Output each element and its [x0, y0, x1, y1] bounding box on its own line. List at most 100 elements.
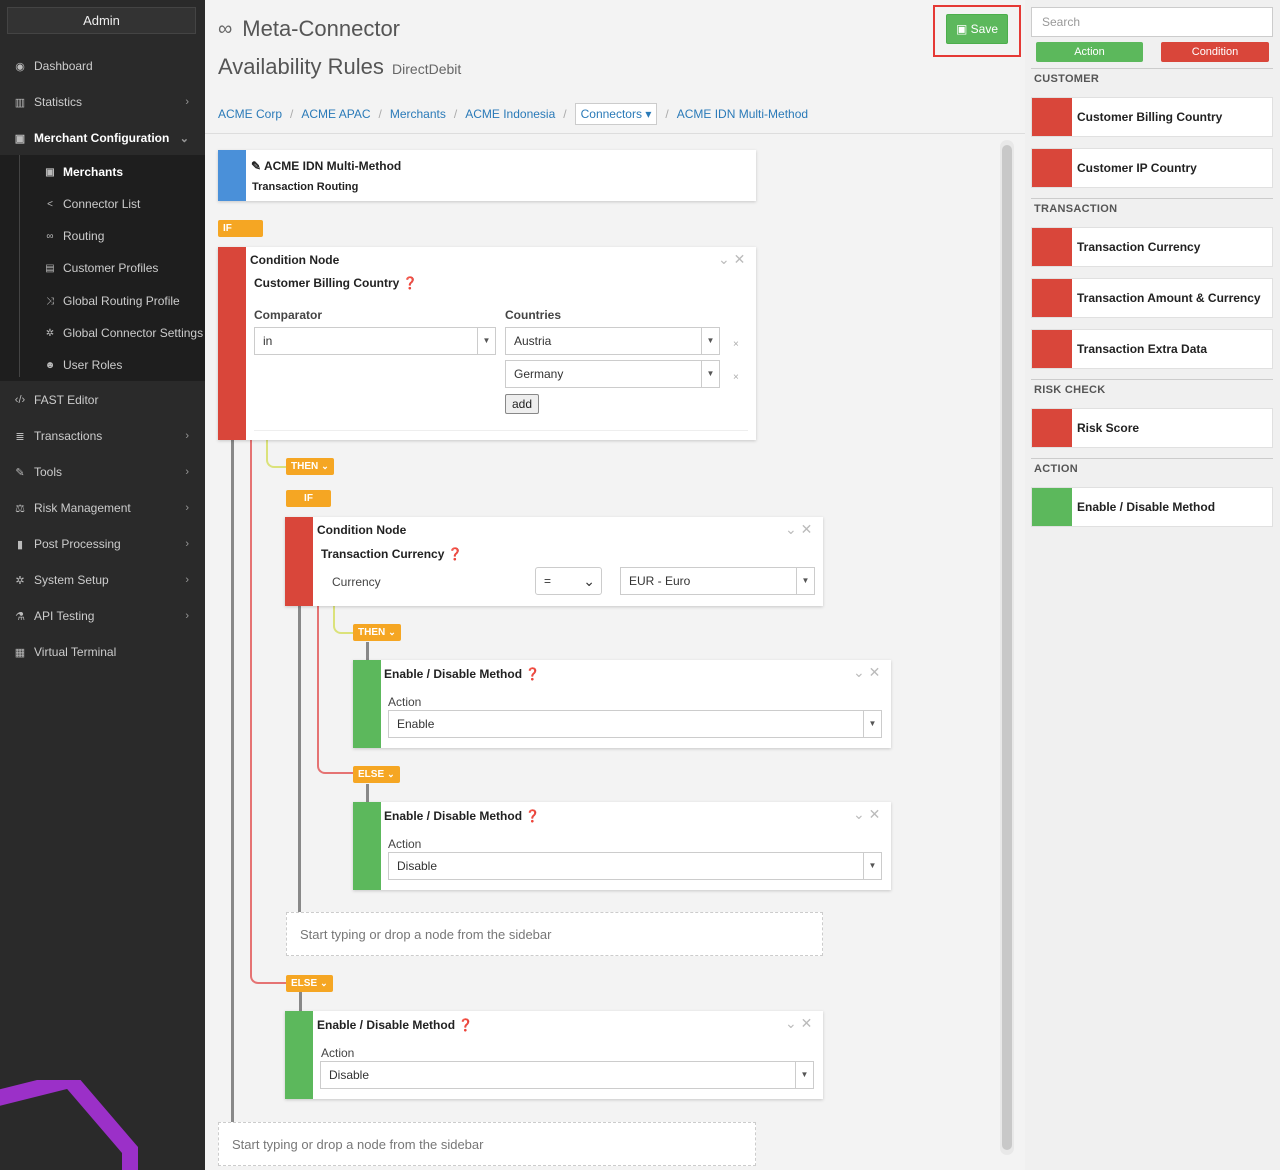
action-select[interactable]: Enable ▼: [388, 710, 882, 738]
help-icon[interactable]: ❓: [525, 667, 541, 681]
country-select-1[interactable]: Austria ▼: [505, 327, 720, 355]
admin-button[interactable]: Admin: [7, 7, 196, 34]
subnav-merchants[interactable]: ▣ Merchants: [0, 158, 205, 186]
briefcase-icon: ▣: [45, 166, 55, 178]
palette-item-transaction-currency[interactable]: Transaction Currency: [1031, 227, 1273, 267]
section-risk-check: RISK CHECK: [1034, 384, 1106, 396]
subnav-customer-profiles[interactable]: ▤ Customer Profiles: [0, 254, 205, 282]
action-node-disable-outer[interactable]: Enable / Disable Method ❓ ⌄ ✕ Action Dis…: [285, 1011, 823, 1099]
country-select-2[interactable]: Germany ▼: [505, 360, 720, 388]
subnav-global-routing-profile[interactable]: ⤨ Global Routing Profile: [0, 287, 205, 315]
remove-country-icon[interactable]: ×: [733, 372, 739, 383]
palette-item-enable-disable-method[interactable]: Enable / Disable Method: [1031, 487, 1273, 527]
breadcrumb-link[interactable]: ACME APAC: [301, 107, 371, 121]
connectors-dropdown[interactable]: Connectors ▾: [574, 103, 658, 125]
subnav-user-roles[interactable]: ☻ User Roles: [0, 351, 205, 379]
add-country-button[interactable]: add: [505, 394, 540, 414]
nav-post-processing[interactable]: ▮ Post Processing ›: [0, 529, 205, 559]
collapse-icon[interactable]: ⌄: [785, 521, 797, 537]
help-icon[interactable]: ❓: [525, 809, 541, 823]
else-tag[interactable]: ELSE ⌄: [353, 766, 400, 783]
chevron-right-icon: ›: [185, 610, 189, 622]
select-value: Enable: [397, 717, 435, 731]
operator-select[interactable]: = ⌄: [535, 567, 602, 595]
palette-item-customer-ip-country[interactable]: Customer IP Country: [1031, 148, 1273, 188]
caret-down-icon: ▼: [796, 568, 814, 594]
divider: [1031, 198, 1273, 199]
close-icon[interactable]: ✕: [868, 806, 881, 822]
edit-icon[interactable]: ✎: [251, 159, 262, 173]
nav-tools[interactable]: ✎ Tools ›: [0, 457, 205, 487]
subnav-connector-list[interactable]: < Connector List: [0, 190, 205, 218]
search-input[interactable]: Search: [1031, 7, 1273, 37]
nav-system-setup[interactable]: ✲ System Setup ›: [0, 565, 205, 595]
action-select[interactable]: Disable ▼: [388, 852, 882, 880]
subnav-routing[interactable]: ∞ Routing: [0, 222, 205, 250]
share-icon: <: [47, 198, 53, 210]
close-icon[interactable]: ✕: [800, 1015, 813, 1031]
action-node-disable-inner[interactable]: Enable / Disable Method ❓ ⌄ ✕ Action Dis…: [353, 802, 891, 890]
palette-item-transaction-extra-data[interactable]: Transaction Extra Data: [1031, 329, 1273, 369]
close-icon[interactable]: ✕: [733, 251, 746, 267]
root-node[interactable]: ✎ ACME IDN Multi-Method Transaction Rout…: [218, 150, 756, 201]
condition-node-billing-country[interactable]: Condition Node ⌄ ✕ Customer Billing Coun…: [218, 247, 756, 440]
help-icon[interactable]: ❓: [458, 1018, 474, 1032]
breadcrumb-link[interactable]: Merchants: [389, 107, 446, 121]
action-title-text: Enable / Disable Method: [384, 809, 523, 823]
currency-select[interactable]: EUR - Euro ▼: [620, 567, 815, 595]
wrench-icon: ✎: [15, 466, 25, 479]
close-icon[interactable]: ✕: [868, 664, 881, 680]
then-tag[interactable]: THEN ⌄: [286, 458, 334, 475]
then-tag[interactable]: THEN ⌄: [353, 624, 401, 641]
action-label: Action: [321, 1046, 355, 1060]
subnav-global-connector-settings[interactable]: ✲ Global Connector Settings: [0, 319, 205, 347]
gear-icon: ✲: [15, 574, 25, 587]
nav-transactions[interactable]: ≣ Transactions ›: [0, 421, 205, 451]
condition-node-currency[interactable]: Condition Node ⌄ ✕ Transaction Currency …: [285, 517, 823, 606]
chevron-down-icon: ⌄: [388, 627, 396, 637]
link-icon: ∞: [46, 230, 54, 242]
scrollbar-thumb[interactable]: [1002, 145, 1012, 1150]
help-icon[interactable]: ❓: [447, 547, 463, 561]
action-node-enable[interactable]: Enable / Disable Method ❓ ⌄ ✕ Action Ena…: [353, 660, 891, 748]
nav-risk-management[interactable]: ⚖ Risk Management ›: [0, 493, 205, 523]
condition-node-title: Condition Node: [250, 253, 340, 267]
help-icon[interactable]: ❓: [402, 276, 418, 290]
breadcrumb-link[interactable]: ACME Corp: [218, 107, 283, 121]
chevron-right-icon: ›: [185, 96, 189, 108]
condition-subtitle-text: Customer Billing Country: [254, 276, 400, 290]
scrollbar[interactable]: [1000, 140, 1014, 1155]
floppy-icon: ▣: [955, 22, 968, 36]
breadcrumb-sep: /: [453, 107, 458, 121]
collapse-icon[interactable]: ⌄: [785, 1015, 797, 1031]
breadcrumb-link[interactable]: ACME Indonesia: [465, 107, 556, 121]
cog-icon: ✲: [45, 327, 55, 339]
close-icon[interactable]: ✕: [800, 521, 813, 537]
node-dropzone[interactable]: Start typing or drop a node from the sid…: [218, 1122, 756, 1166]
nav-label: Tools: [34, 465, 63, 479]
nav-statistics[interactable]: ▥ Statistics ›: [0, 87, 205, 117]
else-tag[interactable]: ELSE ⌄: [286, 975, 333, 992]
collapse-icon[interactable]: ⌄: [718, 251, 730, 267]
palette-item-customer-billing-country[interactable]: Customer Billing Country: [1031, 97, 1273, 137]
tree-line: [231, 440, 234, 1125]
collapse-icon[interactable]: ⌄: [853, 806, 865, 822]
filter-action-button[interactable]: Action: [1036, 42, 1143, 62]
nav-virtual-terminal[interactable]: ▦ Virtual Terminal: [0, 637, 205, 667]
palette-item-transaction-amount-currency[interactable]: Transaction Amount & Currency: [1031, 278, 1273, 318]
action-select[interactable]: Disable ▼: [320, 1061, 814, 1089]
palette-item-risk-score[interactable]: Risk Score: [1031, 408, 1273, 448]
remove-country-icon[interactable]: ×: [733, 339, 739, 350]
nav-api-testing[interactable]: ⚗ API Testing ›: [0, 601, 205, 631]
nav-fast-editor[interactable]: ‹/› FAST Editor: [0, 385, 205, 415]
collapse-icon[interactable]: ⌄: [853, 664, 865, 680]
node-dropzone[interactable]: Start typing or drop a node from the sid…: [286, 912, 823, 956]
node-divider: [254, 430, 748, 431]
breadcrumb-link[interactable]: ACME IDN Multi-Method: [676, 107, 809, 121]
comparator-select[interactable]: in ▼: [254, 327, 496, 355]
nav-dashboard[interactable]: ◉ Dashboard: [0, 51, 205, 81]
action-node-title: Enable / Disable Method ❓: [384, 809, 540, 823]
nav-merchant-configuration[interactable]: ▣ Merchant Configuration ⌄: [0, 123, 205, 153]
save-button[interactable]: ▣ Save: [946, 14, 1008, 44]
filter-condition-button[interactable]: Condition: [1161, 42, 1269, 62]
